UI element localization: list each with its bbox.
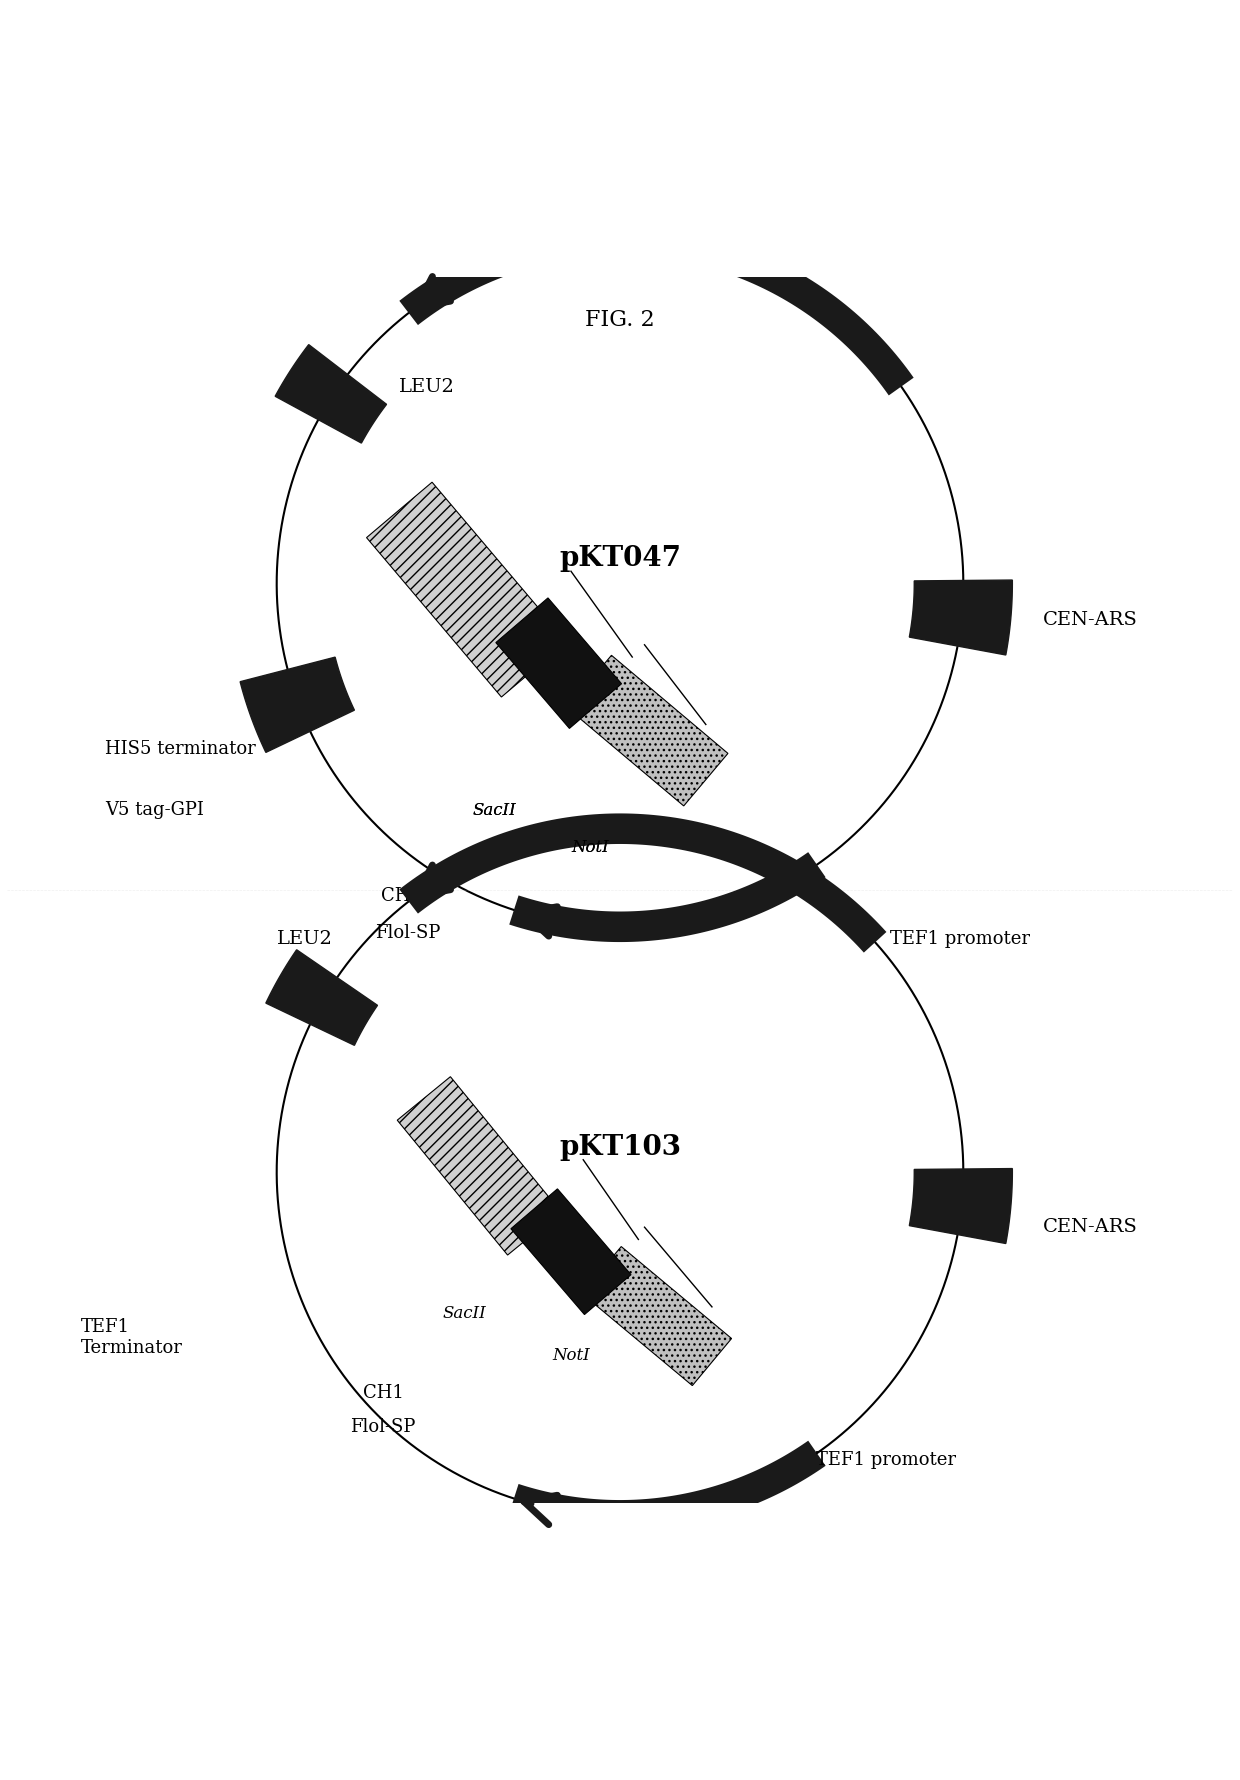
Text: NotI: NotI	[553, 1347, 590, 1365]
Text: Flol-SP: Flol-SP	[350, 1419, 415, 1436]
Polygon shape	[511, 1189, 631, 1315]
Text: FIG. 2: FIG. 2	[585, 310, 655, 331]
Text: SacII: SacII	[472, 801, 517, 819]
Text: pKT103: pKT103	[559, 1134, 681, 1161]
Polygon shape	[367, 482, 567, 698]
Polygon shape	[241, 657, 355, 753]
Text: HIS5 terminator: HIS5 terminator	[105, 740, 255, 758]
Text: TEF1 promoter: TEF1 promoter	[816, 1451, 956, 1468]
Polygon shape	[909, 580, 1012, 655]
Polygon shape	[582, 1246, 732, 1385]
Text: SacII: SacII	[472, 801, 517, 819]
Text: V5 tag-GPI: V5 tag-GPI	[105, 801, 203, 819]
Text: TEF1 promoter: TEF1 promoter	[890, 929, 1029, 949]
Polygon shape	[909, 1169, 1012, 1244]
Text: CEN-ARS: CEN-ARS	[1043, 1218, 1138, 1235]
Text: CH1: CH1	[362, 1383, 403, 1401]
Text: TEF1
Terminator: TEF1 Terminator	[81, 1319, 182, 1356]
Text: pKT047: pKT047	[559, 545, 681, 573]
Polygon shape	[496, 598, 621, 728]
Polygon shape	[275, 345, 387, 443]
Text: Flol-SP: Flol-SP	[374, 924, 440, 942]
Text: LEU2: LEU2	[277, 929, 332, 949]
Polygon shape	[567, 655, 728, 806]
Text: CH1: CH1	[381, 886, 422, 906]
Text: NotI: NotI	[570, 838, 609, 856]
Text: SacII: SacII	[443, 1305, 486, 1321]
Polygon shape	[265, 951, 377, 1045]
Text: LEU2: LEU2	[399, 379, 455, 397]
Polygon shape	[397, 1077, 560, 1255]
Text: CEN-ARS: CEN-ARS	[1043, 611, 1138, 630]
Text: NotI: NotI	[570, 838, 609, 856]
